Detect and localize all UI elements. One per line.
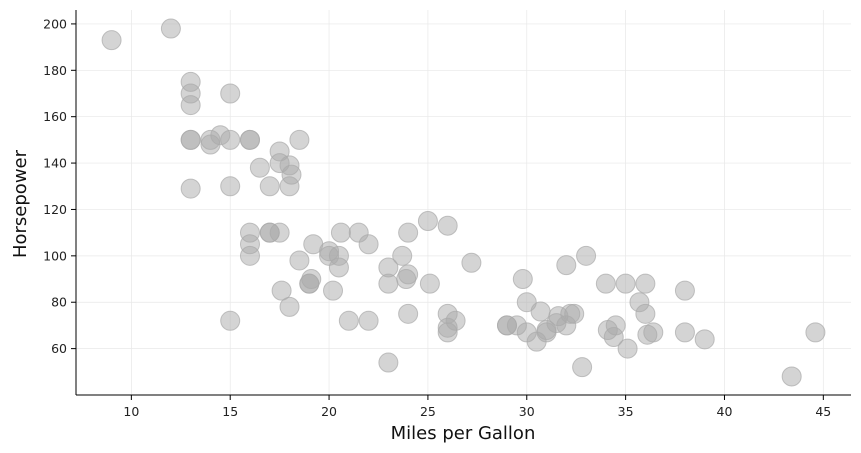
data-point bbox=[220, 310, 241, 331]
x-tick-label: 20 bbox=[321, 404, 337, 419]
data-point bbox=[781, 366, 802, 387]
data-point bbox=[358, 234, 379, 255]
y-tick-label: 120 bbox=[43, 202, 67, 217]
ticks: 10 15 20 25 30 35 40 45 60 80 100 120 140 160 180 200 bbox=[43, 16, 831, 419]
data-point bbox=[530, 301, 551, 322]
data-point bbox=[180, 95, 201, 116]
data-point bbox=[461, 252, 482, 273]
data-point bbox=[674, 280, 695, 301]
data-point bbox=[301, 269, 322, 290]
x-tick-label: 30 bbox=[519, 404, 535, 419]
data-point bbox=[180, 178, 201, 199]
data-point bbox=[239, 129, 260, 150]
data-point bbox=[512, 269, 533, 290]
data-point bbox=[564, 303, 585, 324]
data-point bbox=[445, 310, 466, 331]
data-point bbox=[595, 273, 616, 294]
y-tick-label: 140 bbox=[43, 156, 67, 171]
data-point bbox=[576, 245, 597, 266]
data-point bbox=[378, 352, 399, 373]
data-point bbox=[419, 273, 440, 294]
data-point bbox=[239, 245, 260, 266]
data-point bbox=[398, 222, 419, 243]
y-axis-title: Horsepower bbox=[10, 149, 31, 258]
data-point bbox=[617, 338, 638, 359]
data-point bbox=[101, 30, 122, 51]
data-point bbox=[635, 303, 656, 324]
data-point bbox=[358, 310, 379, 331]
data-point bbox=[643, 322, 664, 343]
data-point bbox=[694, 329, 715, 350]
data-point bbox=[398, 303, 419, 324]
x-tick-label: 35 bbox=[618, 404, 634, 419]
y-tick-label: 180 bbox=[43, 63, 67, 78]
data-point bbox=[281, 164, 302, 185]
data-point bbox=[323, 280, 344, 301]
data-point bbox=[674, 322, 695, 343]
data-point bbox=[289, 250, 310, 271]
data-point bbox=[805, 322, 826, 343]
grid bbox=[76, 10, 851, 395]
data-point bbox=[220, 83, 241, 104]
data-point bbox=[180, 129, 201, 150]
data-point bbox=[160, 18, 181, 39]
y-tick-label: 60 bbox=[51, 341, 67, 356]
data-point bbox=[220, 129, 241, 150]
data-point bbox=[249, 157, 270, 178]
x-tick-label: 10 bbox=[123, 404, 139, 419]
x-axis-title: Miles per Gallon bbox=[391, 423, 536, 444]
data-point bbox=[556, 255, 577, 276]
data-point bbox=[635, 273, 656, 294]
data-point bbox=[289, 129, 310, 150]
x-tick-label: 15 bbox=[222, 404, 238, 419]
y-tick-label: 100 bbox=[43, 248, 67, 263]
y-tick-label: 200 bbox=[43, 16, 67, 31]
axes bbox=[75, 10, 851, 396]
data-point bbox=[330, 222, 351, 243]
data-point bbox=[259, 176, 280, 197]
y-tick-label: 80 bbox=[51, 295, 67, 310]
data-point bbox=[328, 257, 349, 278]
data-point bbox=[338, 310, 359, 331]
x-tick-label: 45 bbox=[815, 404, 831, 419]
data-point bbox=[271, 280, 292, 301]
data-point bbox=[437, 215, 458, 236]
x-tick-label: 40 bbox=[717, 404, 733, 419]
data-point bbox=[615, 273, 636, 294]
data-points bbox=[101, 18, 826, 387]
data-point bbox=[572, 357, 593, 378]
data-point bbox=[605, 315, 626, 336]
data-point bbox=[378, 273, 399, 294]
data-point bbox=[516, 292, 537, 313]
data-point bbox=[417, 211, 438, 232]
y-tick-label: 160 bbox=[43, 109, 67, 124]
data-point bbox=[220, 176, 241, 197]
data-point bbox=[279, 296, 300, 317]
data-point bbox=[392, 245, 413, 266]
data-point bbox=[269, 222, 290, 243]
x-tick-label: 25 bbox=[420, 404, 436, 419]
data-point bbox=[398, 264, 419, 285]
